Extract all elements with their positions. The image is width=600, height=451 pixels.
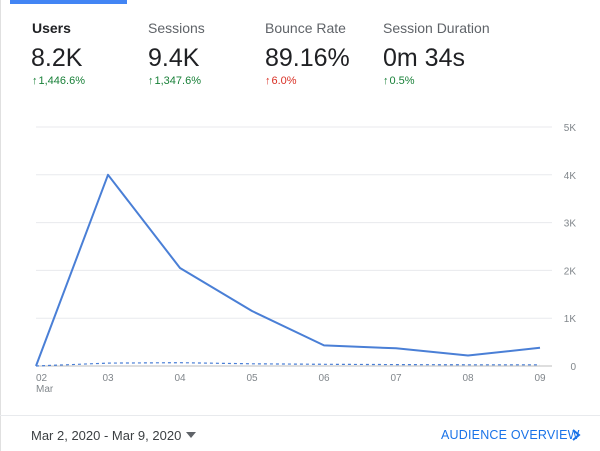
arrow-up-icon: ↑	[32, 75, 38, 87]
y-tick-label: 0	[570, 362, 576, 373]
footer-divider	[0, 415, 600, 416]
metric-value: 9.4K	[148, 44, 200, 72]
x-tick-label: 02	[36, 373, 48, 384]
x-tick-label: 04	[174, 373, 186, 384]
metric-delta: ↑0.5%	[383, 75, 415, 87]
metric-label: Session Duration	[383, 20, 490, 36]
x-tick-label: 06	[318, 373, 330, 384]
y-tick-label: 5K	[564, 123, 577, 134]
y-tick-label: 2K	[564, 266, 577, 277]
arrow-up-icon: ↑	[265, 75, 271, 87]
x-tick-label: 09	[534, 373, 546, 384]
metric-label: Bounce Rate	[265, 20, 346, 36]
metric-label: Users	[32, 20, 71, 36]
x-tick-sublabel: Mar	[36, 384, 54, 395]
metric-tab-sessions[interactable]: Sessions 9.4K ↑1,347.6%	[127, 0, 245, 100]
caret-down-icon	[186, 432, 197, 438]
metric-delta: ↑1,347.6%	[148, 75, 201, 87]
arrow-up-icon: ↑	[148, 75, 154, 87]
metric-value: 89.16%	[265, 44, 350, 72]
metric-value: 0m 34s	[383, 44, 465, 72]
chart-svg: 0 1K 2K 3K 4K 5K 02 03 04 05 06 07 08 09 Mar	[35, 123, 577, 395]
users-line-chart: 0 1K 2K 3K 4K 5K 02 03 04 05 06 07 08 09 Mar	[0, 110, 600, 410]
metric-tabs: Users 8.2K ↑1,446.6% Sessions 9.4K ↑1,34…	[10, 0, 600, 100]
metric-tab-users[interactable]: Users 8.2K ↑1,446.6%	[10, 0, 127, 100]
y-tick-label: 1K	[564, 314, 577, 325]
metric-delta: ↑1,446.6%	[32, 75, 85, 87]
users-series-line	[35, 173, 541, 367]
metric-value: 8.2K	[31, 44, 83, 72]
selected-indicator	[10, 0, 127, 4]
date-range-label: Mar 2, 2020 - Mar 9, 2020	[31, 428, 182, 443]
metric-tab-bounce-rate[interactable]: Bounce Rate 89.16% ↑6.0%	[245, 0, 363, 100]
x-tick-label: 08	[462, 373, 474, 384]
audience-overview-link[interactable]: AUDIENCE OVERVIEW	[441, 428, 580, 442]
metric-label: Sessions	[148, 20, 205, 36]
metric-tab-session-duration[interactable]: Session Duration 0m 34s ↑0.5%	[363, 0, 503, 100]
date-range-selector[interactable]: Mar 2, 2020 - Mar 9, 2020	[31, 428, 197, 443]
x-tick-label: 05	[246, 373, 258, 384]
x-tick-label: 03	[102, 373, 114, 384]
card-border	[0, 0, 1, 451]
y-tick-label: 4K	[564, 171, 577, 182]
y-tick-label: 3K	[564, 219, 577, 230]
x-tick-label: 07	[390, 373, 402, 384]
comparison-series-line	[35, 362, 540, 367]
arrow-up-icon: ↑	[383, 75, 389, 87]
chevron-right-icon[interactable]	[570, 428, 582, 442]
metric-delta: ↑6.0%	[265, 75, 297, 87]
